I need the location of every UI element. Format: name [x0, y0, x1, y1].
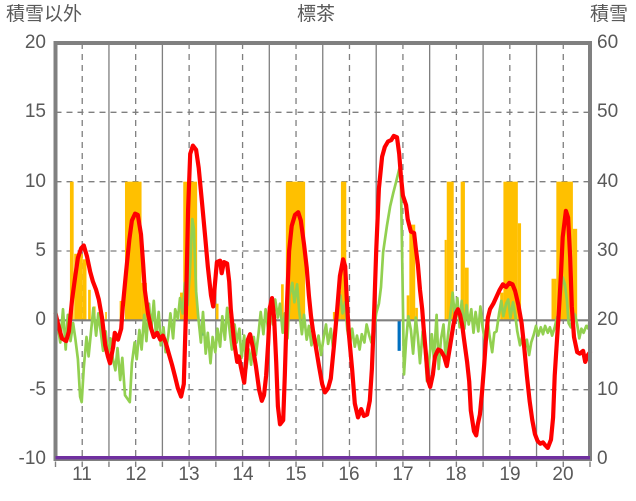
- x-axis-tick: 19: [499, 464, 521, 485]
- sunshine-bars-bar: [74, 253, 83, 321]
- sunshine-bars-bar: [281, 284, 284, 321]
- sunshine-bars-bar: [551, 278, 557, 321]
- right-axis-tick: 50: [597, 101, 619, 122]
- sunshine-bars-bar: [406, 295, 410, 321]
- sunshine-bars-bar: [572, 228, 578, 321]
- right-axis-tick: 40: [597, 171, 619, 192]
- right-axis-tick: 30: [597, 240, 619, 261]
- precipitation-bars-bar: [397, 320, 401, 351]
- sunshine-bars-bar: [409, 224, 416, 321]
- sunshine-bars-bar: [215, 303, 219, 321]
- sunshine-bars-bar: [517, 223, 522, 321]
- right-axis-title: 積雪: [589, 4, 628, 25]
- sunshine-bars-bar: [82, 259, 87, 321]
- x-axis-tick: 15: [285, 464, 307, 485]
- sunshine-bars-bar: [460, 181, 465, 321]
- sunshine-bars-bar: [88, 289, 91, 321]
- x-axis-tick-marks: [54, 461, 591, 467]
- x-axis-tick: 17: [392, 464, 414, 485]
- sunshine-bars-bar: [141, 282, 147, 321]
- chart-title: 標茶: [296, 4, 335, 25]
- left-axis-tick: 5: [35, 240, 46, 261]
- left-axis-tick: -5: [29, 379, 46, 400]
- x-axis-tick: 13: [178, 464, 200, 485]
- right-axis-tick: 0: [597, 448, 608, 469]
- right-axis-tick: 60: [597, 32, 619, 53]
- left-axis-tick: 15: [24, 101, 46, 122]
- sunshine-bars-bar: [446, 181, 454, 321]
- x-axis-tick: 11: [72, 464, 92, 485]
- sunshine-bars-bar: [444, 239, 447, 321]
- temperature-line: [53, 133, 593, 450]
- x-axis-tick: 14: [232, 464, 254, 485]
- x-axis-tick: 16: [338, 464, 360, 485]
- sunshine-bars-bar: [415, 307, 418, 321]
- right-axis-tick: 20: [597, 309, 619, 330]
- right-axis-tick: 10: [597, 379, 619, 400]
- left-axis-tick: 20: [24, 32, 46, 53]
- sunshine-bars-bar: [105, 312, 107, 321]
- left-axis-tick: 0: [35, 309, 46, 330]
- sunshine-bars-bar: [69, 181, 74, 321]
- left-axis-tick: -10: [18, 448, 46, 469]
- x-axis-tick: 18: [445, 464, 467, 485]
- x-axis-tick: 12: [125, 464, 147, 485]
- left-axis-title: 積雪以外: [6, 4, 83, 25]
- x-axis-tick: 20: [552, 464, 574, 485]
- sunshine-bars-bar: [332, 312, 336, 321]
- left-axis-tick: 10: [24, 171, 46, 192]
- sunshine-bars-bar: [340, 181, 347, 321]
- sunshine-bars-bar: [464, 267, 469, 321]
